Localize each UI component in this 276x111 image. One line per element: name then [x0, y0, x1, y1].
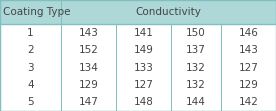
- Text: 129: 129: [78, 80, 98, 90]
- Text: 134: 134: [78, 63, 98, 73]
- Text: 2: 2: [27, 45, 34, 55]
- Text: 5: 5: [27, 97, 34, 107]
- Text: 133: 133: [134, 63, 153, 73]
- Text: 132: 132: [186, 63, 206, 73]
- Text: 143: 143: [78, 28, 98, 38]
- Text: 129: 129: [238, 80, 258, 90]
- Text: 152: 152: [78, 45, 98, 55]
- Text: 4: 4: [27, 80, 34, 90]
- Text: 137: 137: [186, 45, 206, 55]
- Text: 148: 148: [134, 97, 153, 107]
- Text: Conductivity: Conductivity: [136, 7, 201, 17]
- Text: 146: 146: [238, 28, 258, 38]
- Text: 132: 132: [186, 80, 206, 90]
- Text: 144: 144: [186, 97, 206, 107]
- Text: 150: 150: [186, 28, 206, 38]
- Text: 147: 147: [78, 97, 98, 107]
- Text: Coating Type: Coating Type: [3, 7, 70, 17]
- Text: 142: 142: [238, 97, 258, 107]
- Text: 127: 127: [134, 80, 153, 90]
- Text: 127: 127: [238, 63, 258, 73]
- Text: 143: 143: [238, 45, 258, 55]
- Text: 141: 141: [134, 28, 153, 38]
- Text: 1: 1: [27, 28, 34, 38]
- Text: 149: 149: [134, 45, 153, 55]
- Text: 3: 3: [27, 63, 34, 73]
